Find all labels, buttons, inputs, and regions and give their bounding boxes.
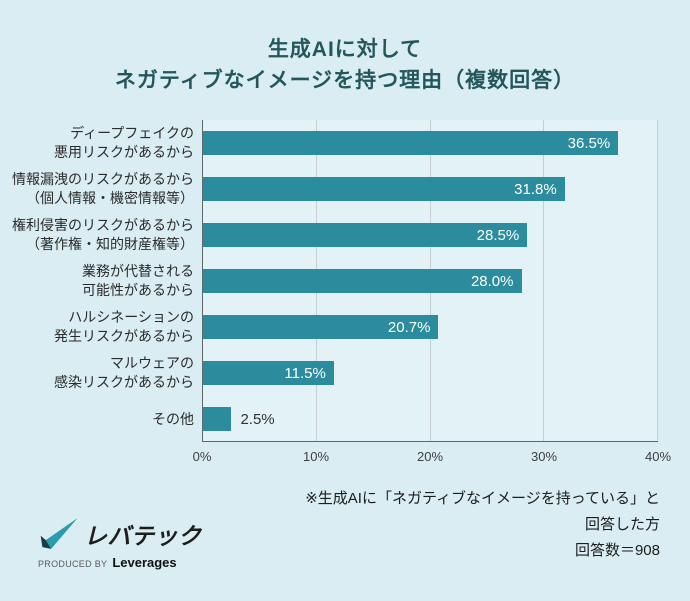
x-tick-label: 10%: [302, 449, 330, 464]
category-labels: ディープフェイクの悪用リスクがあるから情報漏洩のリスクがあるから （個人情報・機密…: [0, 120, 194, 442]
bar-value-label: 28.0%: [470, 272, 514, 290]
category-label-line: （個人情報・機密情報等）: [26, 190, 194, 206]
footnote-line: 回答した方: [584, 516, 660, 533]
x-tick-label: 20%: [416, 449, 444, 464]
bar-row: 36.5%: [203, 120, 658, 166]
x-tick-label: 0%: [192, 449, 212, 464]
category-label: マルウェアの感染リスクがあるから: [0, 350, 194, 396]
bar: 36.5%: [203, 131, 619, 155]
category-label: 業務が代替される 可能性があるから: [0, 258, 194, 304]
logo-bottom-row: PRODUCED BY Leverages: [38, 555, 208, 570]
category-label-line: 悪用リスクがあるから: [54, 144, 194, 160]
footnote-line: ※生成AIに「ネガティブなイメージを持っている」と: [305, 490, 660, 507]
bar-value-label: 31.8%: [514, 180, 557, 198]
bar-row: 28.5%: [203, 212, 658, 258]
bar: 28.0%: [203, 269, 522, 293]
checkmark-logo-icon: [40, 518, 78, 549]
category-label-line: ハルシネーションの: [68, 309, 194, 325]
bar-value-label: 2.5%: [240, 410, 275, 428]
category-label-line: 業務が代替される: [82, 263, 194, 279]
category-label-line: その他: [152, 410, 194, 427]
bar-row: 2.5%: [203, 396, 658, 442]
logo-top-row: レバテック: [38, 516, 208, 552]
logo-company-text: Leverages: [112, 555, 177, 570]
category-label-line: ディープフェイクの: [70, 125, 194, 141]
bar-row: 28.0%: [203, 258, 658, 304]
bar: 28.5%: [203, 223, 528, 247]
category-label: 権利侵害のリスクがあるから （著作権・知的財産権等）: [0, 212, 194, 258]
bar-row: 20.7%: [203, 304, 658, 350]
logo-produced-by-text: PRODUCED BY: [38, 559, 108, 569]
category-label-line: 可能性があるから: [82, 282, 194, 298]
chart-title-line-1: 生成AIに対して: [267, 38, 423, 61]
chart-title-line-2: ネガティブなイメージを持つ理由（複数回答）: [114, 69, 576, 92]
category-label: ハルシネーションの発生リスクがあるから: [0, 304, 194, 350]
category-label-line: 発生リスクがあるから: [54, 328, 194, 344]
bar: [203, 407, 232, 431]
bar-value-label: 36.5%: [567, 134, 611, 152]
category-label-line: 情報漏洩のリスクがあるから: [12, 171, 194, 187]
bar-row: 11.5%: [203, 350, 658, 396]
chart-title: 生成AIに対して ネガティブなイメージを持つ理由（複数回答）: [0, 34, 690, 96]
bar-value-label: 11.5%: [284, 364, 326, 382]
category-label: ディープフェイクの悪用リスクがあるから: [0, 120, 194, 166]
x-axis-ticks: 0% 10% 20% 30% 40%: [193, 449, 671, 469]
category-label-line: マルウェアの: [110, 355, 194, 371]
category-label: その他: [0, 396, 194, 442]
gridline: [543, 120, 545, 441]
logo-brand-text: レバテック: [84, 523, 202, 549]
category-label-line: 権利侵害のリスクがあるから: [12, 217, 194, 233]
bar: 11.5%: [203, 361, 334, 385]
x-tick-label: 30%: [530, 449, 558, 464]
footnote-line: 回答数＝908: [574, 542, 660, 559]
bar-value-label: 28.5%: [476, 226, 520, 244]
bar-row: 31.8%: [203, 166, 658, 212]
x-tick-label: 40%: [644, 449, 672, 464]
gridline: [657, 120, 658, 441]
plot-area: 36.5% 31.8% 28.5% 28.0% 20.7% 11.5% 2.5%: [202, 120, 658, 442]
category-label-line: （著作権・知的財産権等）: [26, 236, 194, 252]
footnote: ※生成AIに「ネガティブなイメージを持っている」と回答した方回答数＝908: [305, 486, 660, 564]
bar: 31.8%: [203, 177, 565, 201]
category-label: 情報漏洩のリスクがあるから （個人情報・機密情報等）: [0, 166, 194, 212]
bar-value-label: 20.7%: [387, 318, 431, 336]
category-label-line: 感染リスクがあるから: [54, 374, 194, 390]
levtech-logo: レバテック PRODUCED BY Leverages: [38, 516, 208, 570]
bar: 20.7%: [203, 315, 439, 339]
